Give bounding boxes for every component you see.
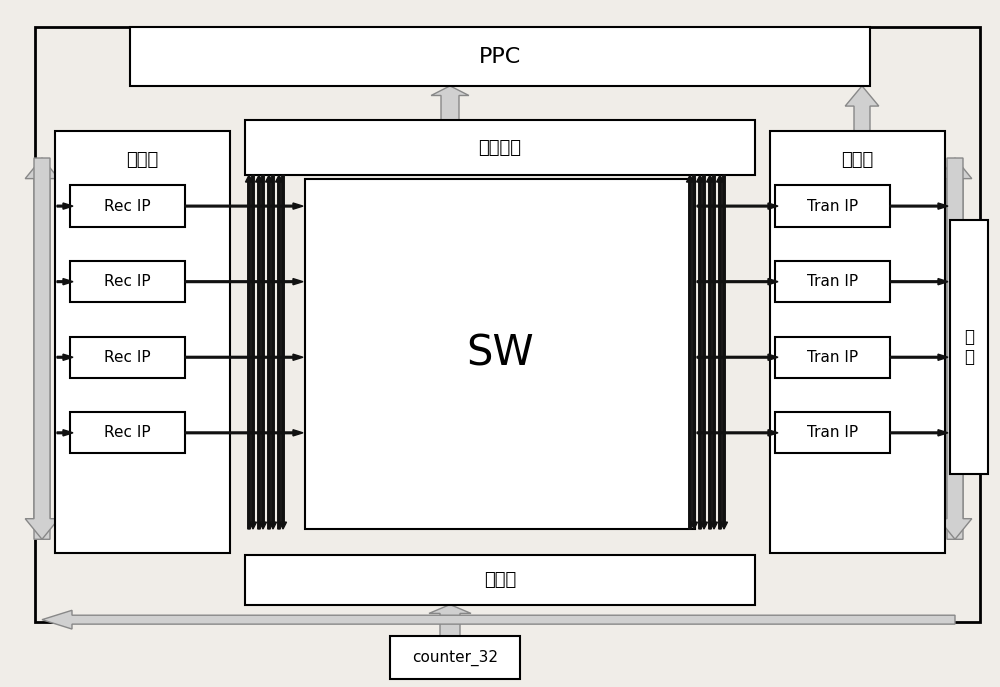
- Text: counter_32: counter_32: [412, 649, 498, 666]
- FancyArrow shape: [716, 175, 723, 529]
- FancyArrow shape: [266, 175, 272, 529]
- Bar: [245, 555, 755, 605]
- FancyArrow shape: [845, 86, 879, 158]
- FancyArrow shape: [246, 175, 252, 529]
- Text: Tran IP: Tran IP: [807, 199, 858, 214]
- FancyArrow shape: [57, 354, 73, 361]
- FancyArrow shape: [276, 175, 283, 529]
- FancyArrow shape: [697, 430, 778, 436]
- Text: Tran IP: Tran IP: [807, 350, 858, 365]
- Text: SW: SW: [466, 333, 534, 375]
- FancyArrow shape: [697, 203, 778, 209]
- FancyArrow shape: [185, 203, 303, 209]
- FancyArrow shape: [431, 86, 469, 120]
- FancyArrow shape: [25, 158, 59, 539]
- Bar: [305, 179, 695, 529]
- FancyArrow shape: [185, 430, 303, 436]
- FancyArrow shape: [696, 175, 703, 529]
- Text: 帧数统计: 帧数统计: [479, 139, 522, 157]
- Bar: [35, 27, 980, 622]
- Text: Rec IP: Rec IP: [104, 350, 151, 365]
- FancyArrow shape: [185, 279, 303, 284]
- Bar: [55, 131, 230, 553]
- FancyArrow shape: [890, 354, 948, 361]
- Text: 帧检错: 帧检错: [841, 151, 874, 169]
- Text: PPC: PPC: [479, 47, 521, 67]
- Text: 帧生成: 帧生成: [126, 151, 159, 169]
- FancyArrow shape: [706, 175, 713, 529]
- FancyArrow shape: [697, 354, 778, 361]
- FancyArrow shape: [686, 175, 693, 529]
- Text: Rec IP: Rec IP: [104, 425, 151, 440]
- Text: Tran IP: Tran IP: [807, 425, 858, 440]
- Bar: [70, 261, 185, 302]
- FancyArrow shape: [700, 175, 707, 529]
- FancyArrow shape: [893, 158, 927, 539]
- FancyArrow shape: [720, 175, 727, 529]
- Bar: [950, 220, 988, 474]
- FancyArrow shape: [57, 203, 73, 209]
- FancyArrow shape: [185, 354, 303, 361]
- Text: Tran IP: Tran IP: [807, 274, 858, 289]
- FancyArrow shape: [938, 158, 972, 539]
- Text: Rec IP: Rec IP: [104, 274, 151, 289]
- FancyArrow shape: [57, 430, 73, 436]
- FancyArrow shape: [690, 175, 697, 529]
- Bar: [130, 27, 870, 86]
- Bar: [70, 412, 185, 453]
- FancyArrow shape: [42, 610, 955, 629]
- FancyArrow shape: [270, 175, 276, 529]
- FancyArrow shape: [250, 175, 256, 529]
- FancyArrow shape: [256, 175, 262, 529]
- Bar: [775, 337, 890, 378]
- Text: 延
迟: 延 迟: [964, 328, 974, 366]
- FancyArrow shape: [893, 158, 927, 539]
- FancyArrow shape: [890, 430, 948, 436]
- FancyArrow shape: [890, 203, 948, 209]
- FancyArrow shape: [697, 279, 778, 284]
- FancyArrow shape: [890, 279, 948, 284]
- Bar: [770, 131, 945, 553]
- FancyArrow shape: [279, 175, 287, 529]
- Bar: [775, 412, 890, 453]
- FancyArrow shape: [938, 158, 972, 539]
- Bar: [775, 185, 890, 227]
- FancyArrow shape: [260, 175, 266, 529]
- FancyArrow shape: [429, 605, 471, 636]
- Text: Rec IP: Rec IP: [104, 199, 151, 214]
- FancyArrow shape: [710, 175, 717, 529]
- Bar: [70, 185, 185, 227]
- Bar: [390, 636, 520, 679]
- Bar: [70, 337, 185, 378]
- Bar: [775, 261, 890, 302]
- FancyArrow shape: [25, 158, 59, 539]
- Bar: [245, 120, 755, 175]
- FancyArrow shape: [57, 279, 73, 284]
- Text: 吞吐率: 吞吐率: [484, 571, 516, 589]
